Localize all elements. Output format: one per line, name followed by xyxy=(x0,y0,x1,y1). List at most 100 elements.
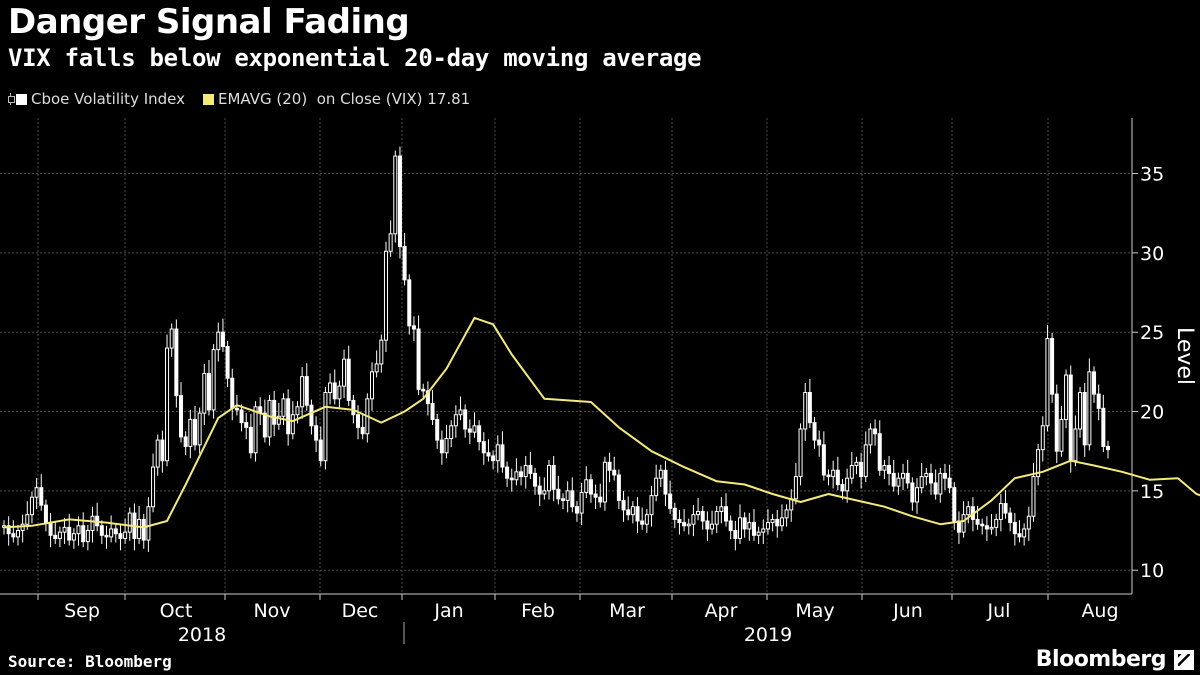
candle-body xyxy=(975,518,980,525)
candle-body xyxy=(183,436,188,447)
candle-body xyxy=(514,471,519,481)
candle-body xyxy=(882,464,887,471)
candle-body xyxy=(411,325,416,330)
candle-body xyxy=(169,328,174,349)
candle-body xyxy=(1082,391,1087,446)
legend-item-ema: EMAVG (20) on Close (VIX) 17.81 xyxy=(203,90,470,108)
x-tick-label: May xyxy=(795,600,834,622)
x-tick-label: Sep xyxy=(64,600,100,622)
candle-body xyxy=(1003,503,1008,514)
year-label: 2018 xyxy=(178,624,226,646)
candle-body xyxy=(672,507,677,520)
candle-body xyxy=(649,495,654,516)
candle-body xyxy=(677,518,682,524)
candle-body xyxy=(998,503,1003,520)
candle-body xyxy=(821,444,826,476)
candle-body xyxy=(295,406,300,416)
candle-body xyxy=(840,484,845,492)
y-tick-label: 10 xyxy=(1140,560,1164,582)
candle-body xyxy=(700,510,705,522)
chart-title: Danger Signal Fading xyxy=(8,2,410,42)
candle-body xyxy=(53,534,58,539)
candle-body xyxy=(332,382,337,400)
candle-body xyxy=(714,510,719,525)
candle-body xyxy=(449,425,454,440)
candle-body xyxy=(845,477,850,492)
candle-body xyxy=(244,422,249,428)
candle-body xyxy=(458,409,463,416)
candle-body xyxy=(407,279,412,327)
candle-body xyxy=(640,520,645,525)
candle-body xyxy=(942,472,947,479)
chart-subtitle: VIX falls below exponential 20-day movin… xyxy=(8,44,702,72)
candle-body xyxy=(528,464,533,474)
candle-body xyxy=(123,531,128,539)
candle-body xyxy=(472,425,477,433)
y-tick-label: 20 xyxy=(1140,402,1164,424)
candle-body xyxy=(765,522,770,530)
candle-body xyxy=(276,415,281,425)
candle-body xyxy=(542,490,547,495)
candle-body xyxy=(705,520,710,530)
y-tick-label: 15 xyxy=(1140,481,1164,503)
candle-body xyxy=(48,522,53,536)
candle-body xyxy=(602,461,607,503)
candle-body xyxy=(402,246,407,281)
legend-swatch-ema xyxy=(203,93,215,105)
candle-body xyxy=(1050,338,1055,395)
candle-body xyxy=(668,493,673,509)
candle-body xyxy=(654,477,659,497)
candle-body xyxy=(425,390,430,405)
candle-body xyxy=(1087,371,1092,446)
candle-body xyxy=(76,525,81,535)
brand-name: Bloomberg xyxy=(1035,647,1167,672)
candle-body xyxy=(859,461,864,478)
candle-body xyxy=(984,525,989,530)
candle-body xyxy=(584,479,589,493)
candle-body xyxy=(165,347,170,462)
x-tick-label: Aug xyxy=(1081,600,1118,622)
candle-body xyxy=(113,528,118,535)
y-tick-label: 30 xyxy=(1140,243,1164,265)
candle-body xyxy=(318,439,323,462)
candle-body xyxy=(118,533,123,539)
x-tick-label: Jun xyxy=(892,600,923,622)
candle-body xyxy=(500,444,505,468)
candle-body xyxy=(1064,374,1069,420)
candle-body xyxy=(579,491,584,514)
candle-body xyxy=(682,522,687,527)
candle-body xyxy=(463,409,468,430)
candle-body xyxy=(342,358,347,387)
candle-body xyxy=(630,506,635,516)
candle-body xyxy=(626,509,631,516)
x-tick-label: Nov xyxy=(253,600,290,622)
candle-body xyxy=(239,409,244,424)
candle-body xyxy=(281,398,286,417)
candle-body xyxy=(179,395,184,438)
legend: Cboe Volatility Index EMAVG (20) on Clos… xyxy=(8,90,488,108)
candlestick-icon xyxy=(8,93,15,105)
x-tick-label: Oct xyxy=(160,600,193,622)
candle-body xyxy=(15,530,20,538)
candle-body xyxy=(85,530,90,543)
candle-body xyxy=(34,487,39,498)
candle-body xyxy=(267,399,272,438)
candle-body xyxy=(477,425,482,443)
candle-body xyxy=(868,428,873,446)
x-tick-label: Apr xyxy=(705,600,738,622)
candle-body xyxy=(980,523,985,527)
candle-body xyxy=(1036,449,1041,478)
candle-body xyxy=(393,155,398,235)
candle-body xyxy=(696,510,701,516)
candle-body xyxy=(211,349,216,411)
candle-body xyxy=(234,407,239,411)
candle-body xyxy=(57,531,62,539)
candle-body xyxy=(486,452,491,457)
candle-body xyxy=(230,377,235,409)
candle-body xyxy=(779,517,784,527)
candle-body xyxy=(574,506,579,514)
candle-body xyxy=(137,518,142,539)
candle-body xyxy=(896,477,901,487)
candle-body xyxy=(938,472,943,495)
